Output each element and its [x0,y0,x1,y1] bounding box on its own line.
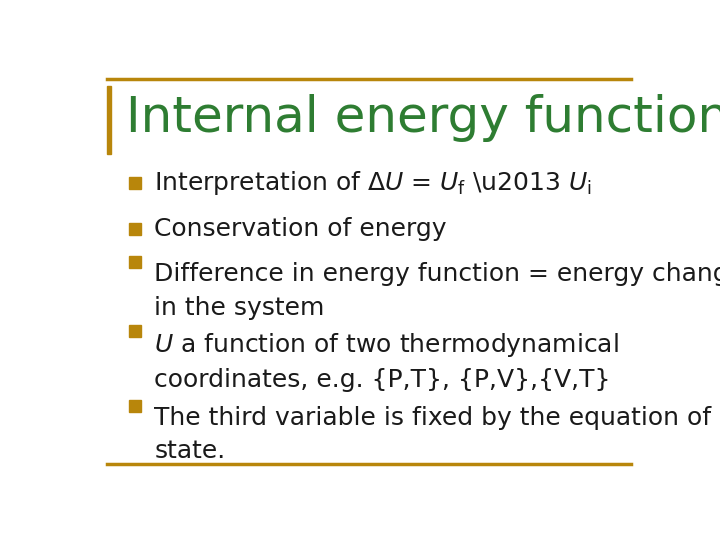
Text: Conservation of energy: Conservation of energy [154,217,446,241]
Text: Internal energy function: Internal energy function [126,94,720,142]
Bar [107,85,111,154]
Text: Interpretation of $\Delta \mathit{U}$ = $\mathit{U}_\mathsf{f}$ \u2013 $\mathit{: Interpretation of $\Delta \mathit{U}$ = … [154,170,592,197]
Text: Difference in energy function = energy change
in the system: Difference in energy function = energy c… [154,262,720,320]
Text: $\mathit{U}$ a function of two thermodynamical
coordinates, e.g. {P,T}, {P,V},{V: $\mathit{U}$ a function of two thermodyn… [154,331,619,393]
Text: The third variable is fixed by the equation of
state.: The third variable is fixed by the equat… [154,406,711,463]
